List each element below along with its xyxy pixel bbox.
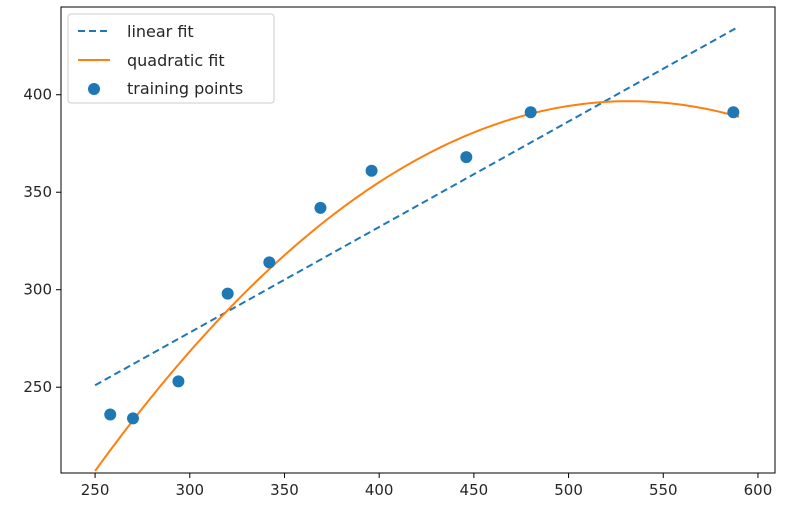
legend-box — [67, 13, 275, 104]
plot-frame — [60, 6, 776, 474]
training-point-9 — [524, 106, 537, 119]
y-tick-label-250: 250 — [23, 378, 52, 396]
linear-fit-line — [94, 25, 740, 387]
x-tick-label-250: 250 — [81, 481, 110, 499]
x-tick-label-450: 450 — [460, 481, 489, 499]
training-point-6 — [314, 201, 327, 214]
training-point-3 — [172, 375, 185, 388]
training-point-4 — [221, 287, 234, 300]
x-tick-label-550: 550 — [649, 481, 678, 499]
x-tick-label-500: 500 — [554, 481, 583, 499]
training-point-5 — [263, 256, 276, 269]
legend-label-quadratic-fit: quadratic fit — [127, 51, 225, 70]
quadratic-fit-line — [94, 100, 740, 472]
legend-swatch-training-points — [88, 83, 100, 95]
y-tick-label-350: 350 — [23, 183, 52, 201]
series-layer — [94, 25, 740, 472]
training-point-10 — [727, 106, 740, 119]
legend-label-training-points: training points — [127, 79, 243, 98]
y-axis: 250 300 350 400 — [23, 86, 61, 396]
training-point-7 — [365, 164, 378, 177]
x-tick-label-300: 300 — [175, 481, 204, 499]
y-tick-label-400: 400 — [23, 86, 52, 104]
legend-label-linear-fit: linear fit — [127, 22, 194, 41]
training-point-8 — [460, 151, 473, 164]
x-axis: 250 300 350 400 450 500 550 600 — [81, 473, 773, 499]
x-tick-label-400: 400 — [365, 481, 394, 499]
training-point-2 — [126, 412, 139, 425]
x-tick-label-350: 350 — [270, 481, 299, 499]
legend: linear fit quadratic fit training points — [67, 13, 275, 104]
y-tick-label-300: 300 — [23, 281, 52, 299]
training-point-1 — [104, 408, 117, 421]
x-tick-label-600: 600 — [744, 481, 773, 499]
